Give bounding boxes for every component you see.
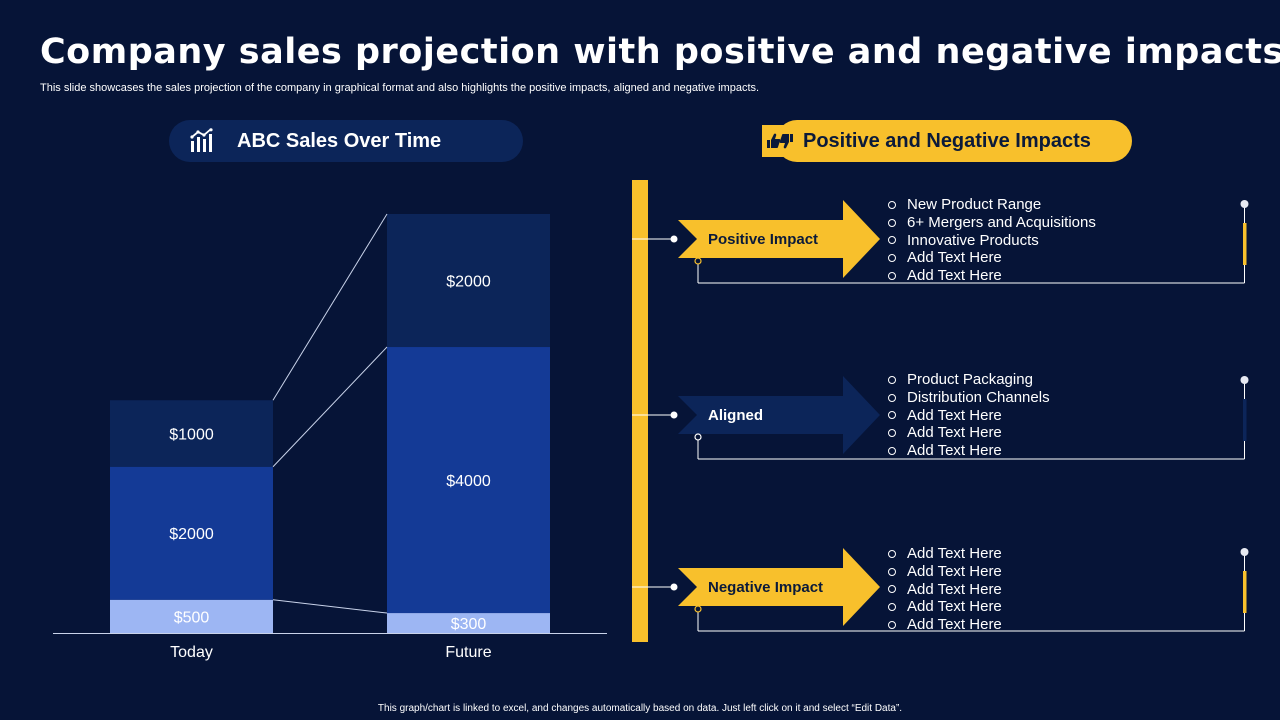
data-label-today-2: $2000 [169, 526, 214, 543]
bullet-text: Add Text Here [907, 598, 1002, 616]
series-connector-2 [272, 346, 388, 468]
bullet-circle-icon [888, 375, 896, 384]
footer-note: This graph/chart is linked to excel, and… [377, 703, 903, 714]
impact-bullet-item: Product Packaging [888, 371, 1050, 389]
bullet-text: Distribution Channels [907, 388, 1050, 406]
impact-bullet-item: Add Text Here [888, 249, 1096, 267]
bullet-text: Add Text Here [907, 562, 1002, 580]
bullet-text: Add Text Here [907, 267, 1002, 285]
impact-bullet-item: Add Text Here [888, 598, 1002, 616]
sales-over-time-header: ABC Sales Over Time [169, 120, 523, 162]
page-title: Company sales projection with positive a… [40, 32, 1280, 72]
bullet-circle-icon [888, 393, 896, 402]
bar-chart-icon [190, 128, 213, 152]
data-label-today-1: $500 [174, 609, 210, 626]
x-tick-today: Today [170, 644, 213, 661]
bullet-circle-icon [888, 549, 896, 558]
bullet-text: Add Text Here [907, 580, 1002, 598]
bullet-circle-icon [888, 567, 896, 576]
impact-bullets-3: Add Text Here Add Text Here Add Text Here A… [888, 545, 1002, 634]
bullet-text: Innovative Products [907, 231, 1039, 249]
page-subtitle: This slide showcases the sales projectio… [40, 82, 760, 94]
series-connector-3 [272, 213, 388, 401]
bullet-text: Add Text Here [907, 616, 1002, 634]
impacts-header: Positive and Negative Impacts [776, 120, 1132, 162]
bar-future-segment-3 [387, 214, 550, 348]
impact-bullet-item: Add Text Here [888, 442, 1050, 460]
data-label-today-3: $1000 [169, 426, 214, 443]
bar-future-segment-1 [387, 613, 550, 633]
x-tick-future: Future [445, 644, 491, 661]
bullet-circle-icon [888, 429, 896, 438]
data-label-future-2: $4000 [446, 473, 491, 490]
bullet-text: Add Text Here [907, 442, 1002, 460]
bullet-circle-icon [888, 621, 896, 630]
impacts-timeline-bar [632, 180, 648, 642]
impact-bullet-item: Add Text Here [888, 545, 1002, 563]
bar-today-segment-3 [110, 400, 273, 467]
impacts-header-label: Positive and Negative Impacts [803, 129, 1091, 152]
bar-future-segment-2 [387, 347, 550, 614]
impact-label-2: Aligned [708, 407, 763, 424]
bullet-text: Add Text Here [907, 249, 1002, 267]
impact-bullets-1: New Product Range 6+ Mergers and Acquisit… [888, 196, 1096, 285]
impact-label-1: Positive Impact [708, 231, 819, 248]
impact-bullet-item: Add Text Here [888, 424, 1050, 442]
bullet-text: New Product Range [907, 196, 1042, 213]
bullet-circle-icon [888, 200, 896, 209]
bullet-circle-icon [888, 603, 896, 612]
bullet-circle-icon [888, 236, 896, 245]
bullet-circle-icon [888, 585, 896, 594]
impact-bullet-item: Add Text Here [888, 267, 1096, 285]
impact-label-3: Negative Impact [708, 579, 824, 596]
bullet-text: Product Packaging [907, 371, 1033, 388]
bullet-circle-icon [888, 447, 896, 456]
bullet-text: Add Text Here [907, 545, 1002, 562]
impacts-icon-box [762, 125, 798, 157]
impact-bullet-item: Innovative Products [888, 232, 1096, 250]
bullet-circle-icon [888, 254, 896, 263]
data-label-future-3: $2000 [446, 274, 491, 291]
bar-today-segment-1 [110, 599, 273, 633]
impact-bullet-item: 6+ Mergers and Acquisitions [888, 214, 1096, 232]
impact-bullet-item: Add Text Here [888, 581, 1002, 599]
bar-today-segment-2 [110, 466, 273, 600]
sales-over-time-label: ABC Sales Over Time [237, 129, 442, 152]
thumbs-up-down-icon [767, 133, 793, 149]
impact-bullet-item: Add Text Here [888, 616, 1002, 634]
bullet-text: 6+ Mergers and Acquisitions [907, 213, 1096, 231]
impact-bullet-item: Distribution Channels [888, 389, 1050, 407]
bullet-text: Add Text Here [907, 406, 1002, 424]
bullet-circle-icon [888, 218, 896, 227]
bullet-circle-icon [888, 272, 896, 281]
impact-bullet-item: Add Text Here [888, 407, 1050, 425]
bullet-circle-icon [888, 411, 896, 420]
impact-bullet-item: Add Text Here [888, 563, 1002, 581]
impact-bullet-item: New Product Range [888, 196, 1096, 214]
data-label-future-1: $300 [451, 616, 487, 633]
bullet-text: Add Text Here [907, 424, 1002, 442]
series-connector-1 [272, 599, 388, 614]
impact-bullets-2: Product Packaging Distribution Channels Ad… [888, 371, 1050, 460]
